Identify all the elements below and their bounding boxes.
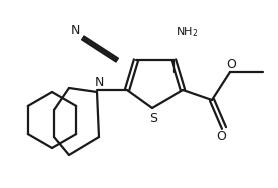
Text: S: S xyxy=(149,111,157,124)
Text: O: O xyxy=(226,58,236,71)
Text: NH$_2$: NH$_2$ xyxy=(176,25,198,39)
Text: N: N xyxy=(70,24,80,36)
Text: N: N xyxy=(94,76,104,89)
Text: O: O xyxy=(216,130,226,143)
